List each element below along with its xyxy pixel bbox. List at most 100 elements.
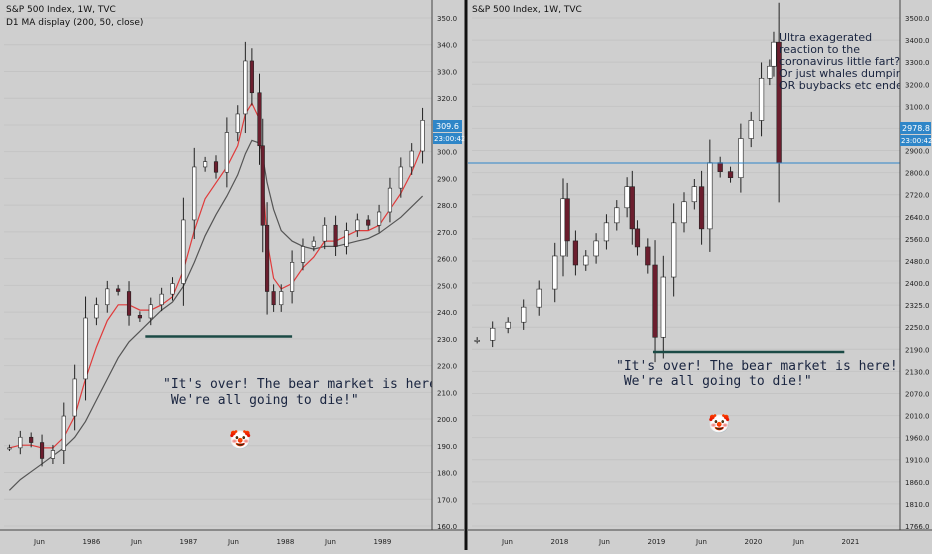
price-tick-label: 2560.0 [905,236,930,244]
price-tick-label: 180.0 [437,470,457,478]
left-time-axis[interactable]: Jun 1986 Jun 1987 Jun 1988 Jun 1989 [0,529,464,550]
right-title: S&P 500 Index, 1W, TVC [472,5,582,15]
candle-body [652,264,658,338]
left-countdown: 23:00:42 [434,135,465,143]
price-tick-label: 260.0 [437,256,457,264]
candle-body [249,60,254,94]
candle-body [355,219,360,231]
candle-body [366,219,371,226]
candle-body [564,198,570,242]
candle-body [727,171,734,178]
right-price-axis-bg [900,0,932,530]
right-time-axis-bg [468,530,932,550]
price-tick-label: 190.0 [437,443,457,451]
candle-body [300,246,306,263]
left-clown-icon: 🤡 [229,429,251,451]
price-tick-label: 3100.0 [905,103,930,111]
left-last-price-tag [433,120,462,132]
price-tick-label: 230.0 [437,336,457,344]
left-price-axis[interactable]: 350.0340.0330.0320.0310.0300.0290.0280.0… [431,0,465,531]
candle-body [771,41,777,67]
candle-body [583,255,589,266]
price-tick-label: 2010.0 [905,413,930,421]
right-time-axis[interactable]: Jun 2018 Jun 2019 Jun 2020 Jun 2021 [468,529,932,550]
candle-body [50,450,55,459]
price-tick-label: 160.0 [437,523,457,531]
right-annotation-line-2: reaction to the [779,43,860,56]
price-tick-label: 170.0 [437,496,457,504]
candle-body [490,327,496,341]
price-tick-label: 3200.0 [905,81,930,89]
right-price-axis[interactable]: 3500.03400.03300.03200.03100.03000.02900… [899,0,932,531]
candle-body [552,255,558,290]
price-tick-label: 2130.0 [905,368,930,376]
time-tick-label: Jun [33,538,45,546]
candle-body [94,304,99,319]
candle-body [377,211,382,226]
time-tick-label: 2018 [551,538,569,546]
left-plot-background [0,0,432,530]
candle-body [333,224,338,247]
left-quote-line-2: We're all going to die!" [163,393,359,408]
candle-body [235,113,240,133]
candle-body [279,291,284,306]
right-annotation-line-1: Ultra exagerated [779,31,872,44]
price-tick-label: 210.0 [437,389,457,397]
right-price-ticks: 3500.03400.03300.03200.03100.03000.02900… [905,15,930,531]
candle-body [707,162,713,230]
time-tick-label: Jun [227,538,239,546]
right-annotation-line-5: OR buybacks etc ended? [779,79,916,92]
price-tick-label: 2190.0 [905,346,930,354]
price-tick-label: 200.0 [437,416,457,424]
candle-body [767,65,773,79]
candle-body [738,138,744,178]
candle-body [290,262,295,292]
right-annotation-line-3: coronavirus little fart? [779,55,900,68]
time-tick-label: 2020 [745,538,763,546]
candle-body [311,240,316,247]
candle-body [748,120,754,139]
left-chart-pane[interactable]: S&P 500 Index, 1W, TVC D1 MA display (20… [0,0,445,530]
candle-body [260,145,265,226]
price-tick-label: 2325.0 [905,302,930,310]
candle-body [420,120,425,152]
left-countdown-tag [433,133,462,144]
time-tick-label: Jun [324,538,336,546]
time-tick-label: 1987 [180,538,198,546]
right-grid [472,17,900,527]
left-indicator-label: D1 MA display (200, 50, close) [6,18,143,28]
candle-body [698,186,705,230]
candle-body [257,92,262,147]
price-tick-label: 290.0 [437,175,457,183]
left-time-ticks: Jun 1986 Jun 1987 Jun 1988 Jun 1989 [33,538,391,546]
candle-body [505,321,511,329]
candle-body [39,442,45,459]
left-price-axis-bg [432,0,464,530]
right-chart-pane[interactable]: S&P 500 Index, 1W, TVC Ultra exagerated … [468,0,916,530]
candle-body [717,162,723,172]
candle-body [634,228,641,248]
time-tick-label: 1986 [83,538,101,546]
right-quote-line-2: We're all going to die!" [616,374,812,389]
right-quote-line-1: "It's over! The bear market is here! [616,359,898,374]
right-last-price: 2978.8 [902,124,930,133]
left-time-axis-bg [0,530,464,550]
price-tick-label: 2900.0 [905,148,930,156]
price-tick-label: 350.0 [437,15,457,23]
candle-body [7,447,12,450]
time-tick-label: 1988 [277,538,295,546]
candle-body [681,201,687,224]
candle-body [660,276,666,338]
candle-body [758,77,765,121]
price-tick-label: 220.0 [437,363,457,371]
price-tick-label: 1810.0 [905,501,930,509]
candle-body [83,317,88,380]
price-tick-label: 330.0 [437,68,457,76]
price-tick-label: 250.0 [437,282,457,290]
time-tick-label: Jun [130,538,142,546]
candle-body [322,224,327,242]
candle-body [614,207,620,224]
candle-body [409,150,414,168]
price-tick-label: 2640.0 [905,214,930,222]
price-tick-label: 3400.0 [905,37,930,45]
